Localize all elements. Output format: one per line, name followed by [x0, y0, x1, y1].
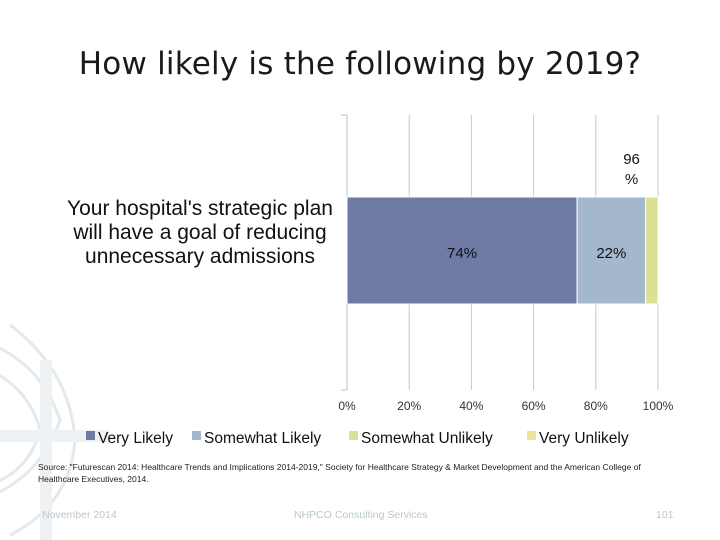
source-note: Source: "Futurescan 2014: Healthcare Tre… [38, 462, 641, 484]
bar-somewhat-unlikely [645, 196, 659, 305]
legend-swatch [192, 431, 201, 440]
page-number: 101 [656, 509, 674, 521]
x-tick-label: 40% [459, 399, 483, 413]
category-label: Your hospital's strategic plan will have… [67, 197, 333, 268]
slide-title: How likely is the following by 2019? [78, 46, 642, 82]
decorative-leaf-emblem [0, 323, 110, 540]
data-label: 74% [447, 245, 477, 262]
x-tick-label: 60% [522, 399, 546, 413]
x-tick-label: 20% [397, 399, 421, 413]
bar-very-likely [346, 196, 578, 305]
legend-label: Very Unlikely [539, 430, 629, 447]
legend-label: Somewhat Unlikely [361, 430, 493, 447]
legend-label: Very Likely [98, 430, 173, 447]
footer-organization: NHPCO Consulting Services [294, 509, 428, 521]
bar-somewhat-likely [576, 196, 647, 305]
x-tick-label: 80% [584, 399, 608, 413]
total-label: 96% [623, 151, 640, 188]
footer-date: November 2014 [42, 509, 117, 521]
x-tick-label: 100% [643, 399, 674, 413]
x-tick-label: 0% [338, 399, 356, 413]
legend-swatch [527, 431, 536, 440]
legend-swatch [86, 431, 95, 440]
legend-swatch [349, 431, 358, 440]
data-label: 22% [596, 245, 626, 262]
legend-label: Somewhat Likely [204, 430, 321, 447]
